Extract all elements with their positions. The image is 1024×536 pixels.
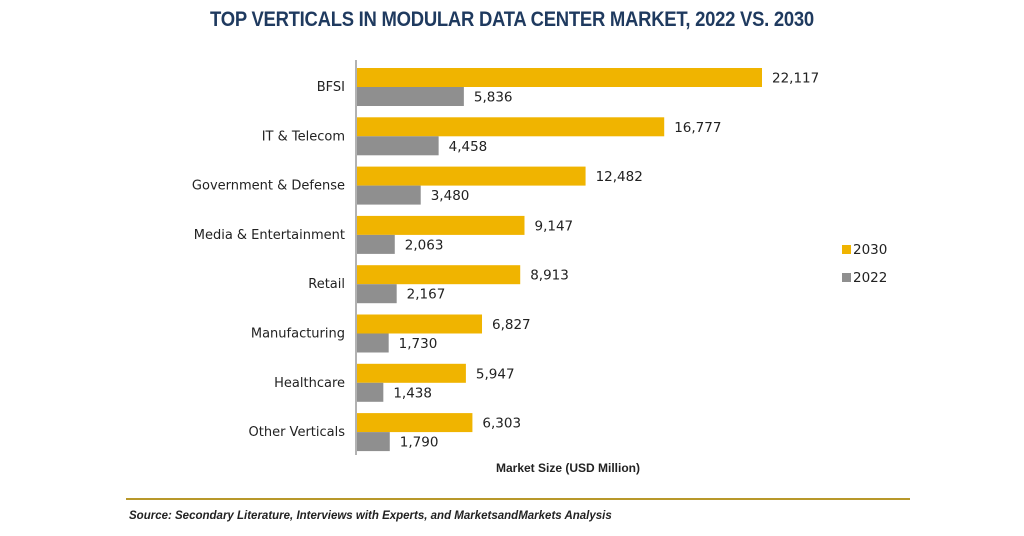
data-label-2030: 9,147 (534, 218, 573, 234)
data-label-2030: 22,117 (772, 71, 819, 87)
bar-2030 (357, 215, 525, 235)
data-label-2022: 3,480 (431, 188, 470, 204)
bar-2030 (357, 413, 473, 433)
legend-swatch-2030 (842, 245, 851, 254)
category-label: Manufacturing (251, 327, 345, 342)
bar-2022 (357, 185, 421, 205)
data-label-2022: 1,438 (393, 385, 432, 401)
category-label: Healthcare (274, 376, 345, 391)
category-label: Other Verticals (249, 425, 346, 440)
data-label-2030: 8,913 (530, 268, 569, 284)
data-label-2030: 6,303 (482, 416, 521, 432)
bar-2030 (357, 166, 586, 186)
bar-2022 (357, 234, 395, 254)
bar-2030 (357, 117, 665, 137)
legend-swatch-2022 (842, 273, 851, 282)
legend-label-2030: 2030 (853, 242, 887, 258)
bar-2022 (357, 432, 390, 452)
data-label-2030: 16,777 (674, 120, 721, 136)
source-note: Source: Secondary Literature, Interviews… (129, 510, 612, 522)
divider (126, 498, 910, 500)
legend: 2030 2022 (842, 242, 887, 286)
bars-group: BFSI 22,117 5,836 IT & Telecom 16,777 4,458 Go… (192, 68, 819, 452)
bar-2030 (357, 68, 762, 87)
bar-2030 (357, 363, 466, 383)
data-label-2022: 1,730 (399, 336, 438, 352)
category-label: Retail (308, 277, 345, 292)
bar-2022 (357, 87, 464, 106)
category-label: Government & Defense (192, 179, 345, 194)
data-label-2030: 12,482 (596, 169, 643, 185)
bar-2022 (357, 382, 384, 402)
bar-2022 (357, 333, 389, 353)
category-label: Media & Entertainment (194, 228, 345, 243)
bar-2022 (357, 284, 397, 304)
data-label-2022: 2,167 (407, 287, 446, 303)
data-label-2022: 5,836 (474, 90, 513, 106)
bar-2030 (357, 265, 521, 285)
x-axis-label: Market Size (USD Million) (496, 461, 640, 475)
category-label: IT & Telecom (262, 129, 345, 144)
legend-label-2022: 2022 (853, 270, 887, 286)
data-label-2030: 6,827 (492, 317, 531, 333)
chart-title: TOP VERTICALS IN MODULAR DATA CENTER MAR… (210, 8, 814, 31)
data-label-2022: 2,063 (405, 237, 444, 253)
data-label-2022: 4,458 (449, 139, 488, 155)
bar-2030 (357, 314, 483, 334)
data-label-2030: 5,947 (476, 366, 515, 382)
category-label: BFSI (317, 80, 345, 95)
bar-2022 (357, 136, 439, 156)
data-label-2022: 1,790 (400, 435, 439, 451)
